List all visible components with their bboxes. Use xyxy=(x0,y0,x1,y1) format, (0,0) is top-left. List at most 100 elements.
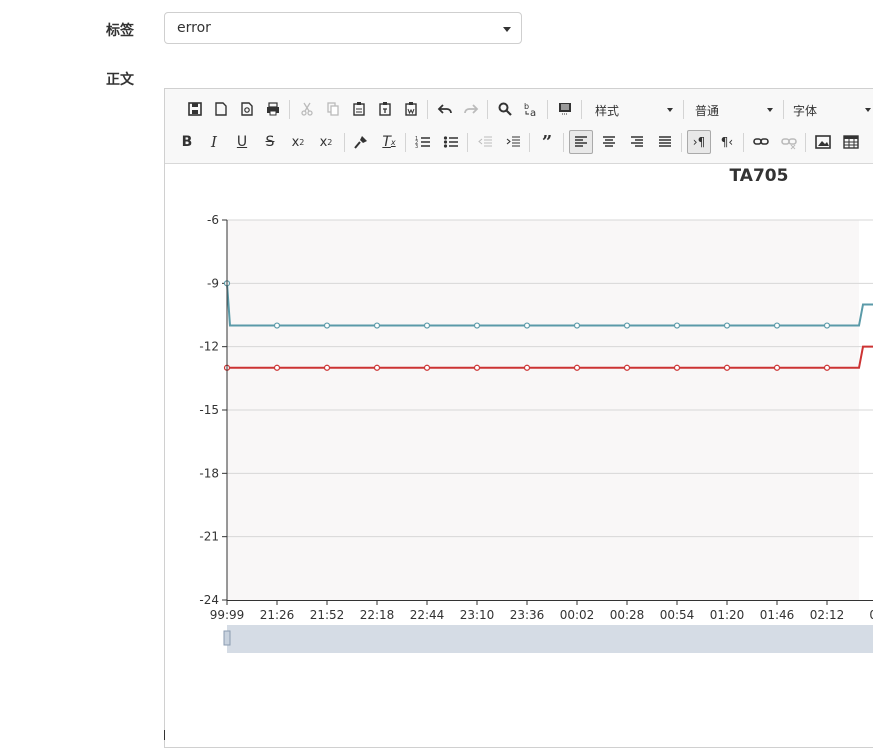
data-point xyxy=(425,365,430,370)
search-icon[interactable] xyxy=(493,97,517,121)
data-point xyxy=(525,323,530,328)
x-tick-label: 01:46 xyxy=(760,608,795,622)
blockquote-icon[interactable]: ” xyxy=(535,130,559,154)
datazoom-slider[interactable] xyxy=(227,625,873,653)
chevron-down-icon xyxy=(503,27,511,32)
cut-icon[interactable] xyxy=(295,97,319,121)
text-direction-ltr-icon[interactable]: ›¶ xyxy=(687,130,711,154)
x-tick-label: 23:36 xyxy=(510,608,545,622)
toolbar-separator xyxy=(581,100,582,119)
data-point xyxy=(475,365,480,370)
indent-icon[interactable] xyxy=(501,130,525,154)
styles-combo[interactable]: 样式 xyxy=(587,99,677,121)
formula-icon[interactable]: Σ xyxy=(865,130,873,154)
tag-label: 标签 xyxy=(106,20,134,40)
x-tick-label: 02:12 xyxy=(810,608,845,622)
format-combo-label: 普通 xyxy=(695,102,719,119)
image-icon[interactable] xyxy=(811,130,835,154)
toolbar-separator xyxy=(427,100,428,119)
data-point xyxy=(425,323,430,328)
chart-title: TA705 xyxy=(730,166,789,186)
select-all-icon[interactable] xyxy=(553,97,577,121)
toolbar-separator xyxy=(467,133,468,152)
x-tick-label: 99:99 xyxy=(210,608,245,622)
align-justify-icon[interactable] xyxy=(653,130,677,154)
y-axis-ticks: -6-9-12-15-18-21-24 xyxy=(199,213,227,607)
toolbar-separator xyxy=(563,133,564,152)
data-point xyxy=(575,323,580,328)
x-tick-label: 23:10 xyxy=(460,608,495,622)
save-icon[interactable] xyxy=(183,97,207,121)
data-point xyxy=(325,323,330,328)
font-combo-label: 字体 xyxy=(793,102,817,119)
paste-icon[interactable] xyxy=(347,97,371,121)
align-left-icon[interactable] xyxy=(569,130,593,154)
toolbar-separator xyxy=(547,100,548,119)
undo-icon[interactable] xyxy=(433,97,457,121)
strikethrough-icon[interactable]: S xyxy=(258,130,282,154)
font-combo[interactable]: 字体 xyxy=(785,99,873,121)
table-icon[interactable] xyxy=(839,130,863,154)
y-tick-label: -6 xyxy=(207,213,219,227)
redo-icon[interactable] xyxy=(459,97,483,121)
x-tick-label: 21:26 xyxy=(260,608,295,622)
svg-text:b: b xyxy=(524,102,529,111)
copy-format-icon[interactable] xyxy=(349,130,373,154)
link-icon[interactable] xyxy=(749,130,773,154)
body-label: 正文 xyxy=(106,69,134,89)
data-point xyxy=(275,323,280,328)
data-point xyxy=(675,365,680,370)
data-point xyxy=(725,323,730,328)
paste-text-icon[interactable] xyxy=(373,97,397,121)
toolbar-separator xyxy=(683,100,684,119)
chevron-down-icon xyxy=(865,108,871,112)
data-point xyxy=(775,365,780,370)
data-point xyxy=(625,365,630,370)
align-center-icon[interactable] xyxy=(597,130,621,154)
preview-icon[interactable] xyxy=(235,97,259,121)
copy-icon[interactable] xyxy=(321,97,345,121)
align-right-icon[interactable] xyxy=(625,130,649,154)
x-tick-label: 22:18 xyxy=(360,608,395,622)
format-combo[interactable]: 普通 xyxy=(687,99,777,121)
tag-select-value: error xyxy=(177,20,211,36)
toolbar-separator xyxy=(529,133,530,152)
toolbar-separator xyxy=(487,100,488,119)
chevron-down-icon xyxy=(667,108,673,112)
data-point xyxy=(825,323,830,328)
unlink-icon[interactable] xyxy=(777,130,801,154)
underline-icon[interactable]: U xyxy=(230,130,254,154)
print-icon[interactable] xyxy=(261,97,285,121)
bulleted-list-icon[interactable] xyxy=(439,130,463,154)
y-tick-label: -9 xyxy=(207,276,219,290)
bold-icon[interactable]: B xyxy=(175,130,199,154)
data-point xyxy=(375,365,380,370)
toolbar-separator xyxy=(289,100,290,119)
chevron-down-icon xyxy=(767,108,773,112)
tag-select[interactable]: error xyxy=(164,12,522,44)
styles-combo-label: 样式 xyxy=(595,102,619,119)
datazoom-handle[interactable] xyxy=(224,631,230,645)
data-point xyxy=(675,323,680,328)
y-tick-label: -12 xyxy=(199,340,219,354)
data-point xyxy=(375,323,380,328)
new-document-icon[interactable] xyxy=(209,97,233,121)
x-tick-label: 01:20 xyxy=(710,608,745,622)
italic-icon[interactable]: I xyxy=(202,130,226,154)
paste-word-icon[interactable] xyxy=(399,97,423,121)
x-tick-label: 22:44 xyxy=(410,608,445,622)
text-direction-rtl-icon[interactable]: ¶‹ xyxy=(715,130,739,154)
y-tick-label: -21 xyxy=(199,530,219,544)
toolbar-separator xyxy=(681,133,682,152)
outdent-icon[interactable] xyxy=(473,130,497,154)
toolbar-separator xyxy=(743,133,744,152)
